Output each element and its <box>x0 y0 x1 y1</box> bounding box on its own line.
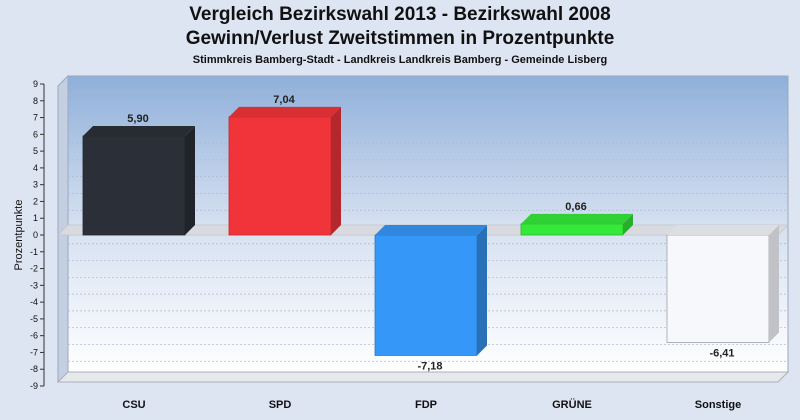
y-tick-label: -1 <box>30 247 38 257</box>
y-axis-label: Prozentpunkte <box>13 200 25 271</box>
x-category-label: GRÜNE <box>552 398 592 411</box>
x-category-label: Sonstige <box>695 399 741 411</box>
bar-top <box>375 225 487 235</box>
x-category-label: FDP <box>415 399 437 411</box>
bar-top <box>521 213 633 224</box>
bar-front <box>666 234 770 343</box>
chart-title-line-2: Gewinn/Verlust Zweitstimmen in Prozentpu… <box>185 28 615 49</box>
y-tick-label: -7 <box>30 347 38 357</box>
y-tick-label: 3 <box>33 180 38 190</box>
bar-value-label: -6,41 <box>709 348 734 360</box>
y-tick-label: -5 <box>30 314 38 324</box>
plot-floor <box>56 371 790 383</box>
y-tick-label: 4 <box>33 163 38 173</box>
y-tick-label: 2 <box>33 196 38 206</box>
y-tick-label: 8 <box>33 96 38 106</box>
bar-front <box>520 223 624 236</box>
y-tick-label: 1 <box>33 213 38 223</box>
bar-value-label: 0,66 <box>565 201 586 213</box>
bar-front <box>82 135 186 236</box>
bar-top <box>229 106 341 117</box>
bar-side <box>331 106 341 235</box>
bar-sonstige <box>666 225 779 343</box>
y-tick-label: -4 <box>30 297 38 307</box>
y-tick-label: 6 <box>33 129 38 139</box>
bar-fdp <box>374 225 487 356</box>
bar-side <box>477 225 487 356</box>
bar-front <box>374 234 478 356</box>
bar-value-label: -7,18 <box>417 360 442 372</box>
bar-front <box>228 116 332 236</box>
y-tick-label: -9 <box>30 381 38 391</box>
chart-title-line-1: Vergleich Bezirkswahl 2013 - Bezirkswahl… <box>189 4 611 25</box>
bar-top <box>667 225 779 235</box>
bar-value-label: 5,90 <box>127 113 148 125</box>
bar-value-label: 7,04 <box>273 94 295 106</box>
bar-grüne <box>520 213 633 236</box>
x-category-label: CSU <box>122 399 145 411</box>
y-tick-label: 0 <box>33 230 38 240</box>
bar-spd <box>228 106 341 236</box>
chart-subtitle: Stimmkreis Bamberg-Stadt - Landkreis Lan… <box>192 54 608 66</box>
bar-top <box>83 126 195 137</box>
bar-side <box>769 225 779 343</box>
bar-csu <box>82 126 195 236</box>
y-tick-label: -2 <box>30 264 38 274</box>
y-tick-label: 5 <box>33 146 38 156</box>
y-tick-label: 7 <box>33 113 38 123</box>
x-category-label: SPD <box>269 399 292 411</box>
bar-side <box>623 213 633 235</box>
bar-side <box>185 126 195 235</box>
y-tick-label: -3 <box>30 280 38 290</box>
y-tick-label: -8 <box>30 364 38 374</box>
y-tick-label: 9 <box>33 79 38 89</box>
y-tick-label: -6 <box>30 331 38 341</box>
